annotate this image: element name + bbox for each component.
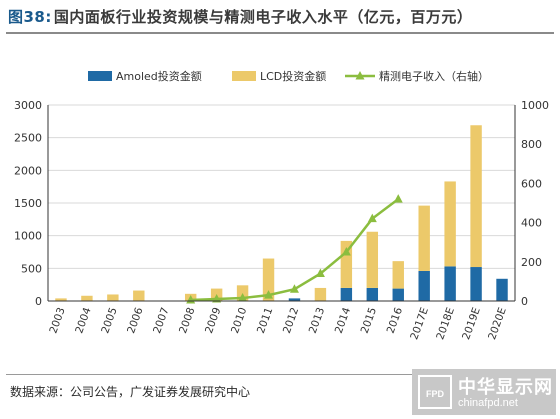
- top-rule: [6, 32, 554, 34]
- bottom-rule: [6, 374, 554, 375]
- x-tick-label: 2014: [333, 306, 354, 336]
- bar-lcd-2018E: [444, 181, 456, 267]
- bar-amoled-2018E: [444, 266, 456, 301]
- figure-title-text: 国内面板行业投资规模与精测电子收入水平（亿元，百万元）: [53, 8, 473, 26]
- chart-title: 图38: 国内面板行业投资规模与精测电子收入水平（亿元，百万元）: [8, 6, 472, 27]
- legend-swatch-0: [88, 71, 112, 81]
- figure-number: 图38:: [8, 8, 52, 26]
- chart-area: Amoled投资金额 LCD投资金额 精测电子收入（右轴） 0 500 1000 1500…: [14, 69, 549, 341]
- y-right-tick-label: 200: [521, 256, 542, 269]
- bar-amoled-2014: [340, 287, 353, 301]
- legend-label-1: LCD投资金额: [260, 69, 326, 83]
- x-tick-label: 2008: [177, 306, 197, 335]
- x-tick-label: 2019E: [460, 306, 483, 341]
- x-tick-label: 2016: [385, 306, 406, 336]
- source-note: 数据来源：公司公告，广发证券发展研究中心: [10, 385, 251, 399]
- bar-lcd-2013: [314, 287, 327, 301]
- bar-lcd-2004: [81, 295, 93, 301]
- x-tick-label: 2007: [151, 306, 171, 335]
- y-right-tick-label: 600: [521, 177, 542, 190]
- watermark-name: 中华显示网: [458, 377, 553, 398]
- bar-amoled-2020E: [496, 278, 508, 301]
- x-tick-label: 2006: [125, 306, 146, 336]
- legend-swatch-1: [232, 71, 256, 81]
- x-tick-label: 2009: [203, 306, 223, 335]
- bar-layer: [55, 125, 508, 301]
- axis-layer: 0 500 1000 1500 2000 2500 3000 0 200 400 600 800 100…: [14, 99, 549, 341]
- y-right-tick-label: 0: [521, 295, 528, 308]
- y-left-tick-label: 3000: [14, 99, 42, 112]
- y-left-tick-label: 2500: [14, 132, 42, 145]
- x-tick-label: 2004: [73, 306, 94, 336]
- x-tick-label: 2003: [47, 306, 67, 335]
- bar-lcd-2011: [262, 258, 275, 301]
- y-left-tick-label: 1500: [14, 197, 42, 210]
- x-tick-label: 2010: [229, 306, 249, 335]
- y-left-tick-label: 1000: [14, 230, 42, 243]
- revenue-point-2: [238, 293, 248, 302]
- bar-lcd-2006: [133, 290, 145, 301]
- x-tick-label: 2012: [281, 306, 301, 335]
- y-left-tick-label: 0: [35, 295, 42, 308]
- revenue-point-7: [367, 213, 377, 223]
- legend-label-0: Amoled投资金额: [116, 69, 202, 83]
- revenue-point-8: [393, 194, 403, 203]
- y-left-tick-label: 2000: [14, 164, 42, 177]
- y-right-tick-label: 800: [521, 138, 542, 151]
- x-tick-label: 2011: [255, 306, 275, 335]
- fpd-badge: FPD: [418, 375, 452, 409]
- x-tick-label: 2013: [307, 306, 327, 335]
- bar-amoled-2012: [288, 298, 301, 301]
- bar-lcd-2014: [340, 240, 353, 288]
- x-tick-label: 2020E: [486, 306, 509, 341]
- bar-amoled-2016: [392, 288, 404, 301]
- bar-lcd-2003: [55, 298, 67, 301]
- bar-amoled-2019E: [470, 267, 482, 301]
- x-tick-label: 2017E: [408, 306, 431, 341]
- x-tick-label: 2018E: [434, 306, 457, 341]
- y-right-tick-label: 400: [521, 217, 542, 230]
- legend-label-2: 精测电子收入（右轴）: [379, 69, 489, 83]
- revenue-point-4: [289, 284, 299, 293]
- bar-amoled-2017E: [418, 270, 430, 301]
- revenue-point-5: [315, 268, 325, 278]
- bar-lcd-2015: [366, 231, 379, 288]
- bar-lcd-2005: [107, 294, 119, 301]
- x-tick-label: 2005: [99, 306, 119, 335]
- legend-marker-2: [355, 71, 365, 80]
- revenue-point-6: [341, 247, 351, 256]
- watermark-url: chinafpd.net: [458, 397, 518, 409]
- grid-layer: [48, 104, 515, 302]
- bar-lcd-2019E: [470, 125, 482, 268]
- revenue-point-1: [212, 294, 222, 303]
- legend: Amoled投资金额 LCD投资金额 精测电子收入（右轴）: [88, 69, 489, 83]
- revenue-point-3: [264, 290, 274, 299]
- x-tick-label: 2015: [359, 306, 379, 335]
- bar-amoled-2015: [366, 287, 379, 301]
- watermark-logo: FPD 中华显示网 chinafpd.net: [412, 369, 556, 415]
- y-right-tick-label: 1000: [521, 99, 549, 112]
- bar-lcd-2016: [392, 261, 404, 289]
- bar-lcd-2017E: [418, 205, 430, 271]
- y-left-tick-label: 500: [21, 262, 42, 275]
